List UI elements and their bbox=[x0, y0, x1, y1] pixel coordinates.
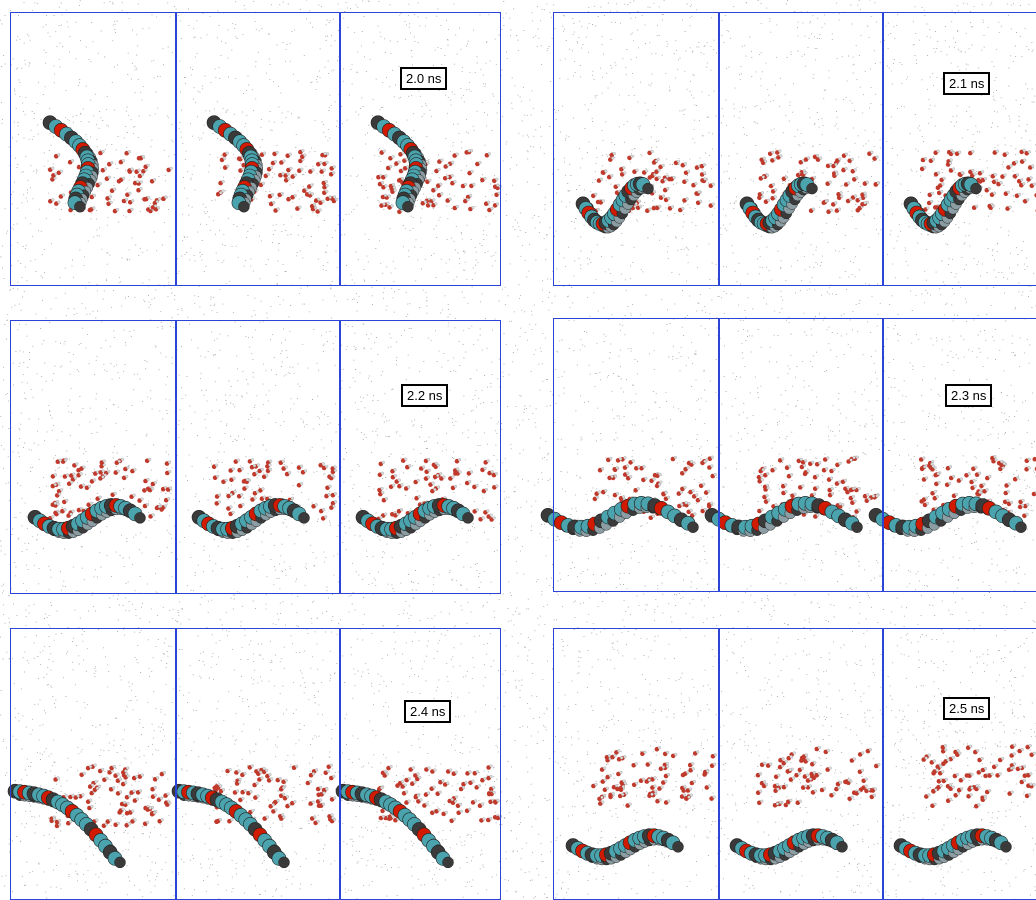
snapshot-panel bbox=[553, 318, 1036, 592]
replica-view bbox=[7, 763, 172, 869]
replica-view bbox=[739, 149, 880, 234]
snapshot-panels bbox=[7, 115, 1036, 869]
time-label: 2.5 ns bbox=[943, 697, 991, 720]
time-label: 2.0 ns bbox=[400, 67, 448, 90]
replica-view bbox=[42, 115, 173, 214]
periodic-image-divider bbox=[175, 13, 177, 285]
time-label: 2.4 ns bbox=[404, 700, 452, 723]
replica-view bbox=[575, 149, 715, 234]
replica-view bbox=[565, 746, 717, 866]
replica-view bbox=[27, 457, 173, 539]
replica-view bbox=[704, 455, 880, 537]
replica-view bbox=[868, 455, 1036, 537]
snapshot-panel bbox=[10, 12, 501, 286]
periodic-image-divider bbox=[718, 629, 720, 899]
replica-view bbox=[206, 115, 338, 214]
snapshot-panel bbox=[553, 12, 1036, 286]
time-label: 2.2 ns bbox=[401, 384, 449, 407]
replica-view bbox=[171, 763, 337, 869]
periodic-image-divider bbox=[339, 629, 341, 899]
replica-view bbox=[893, 743, 1036, 866]
replica-view bbox=[355, 457, 499, 539]
periodic-image-divider bbox=[339, 13, 341, 285]
replica-view bbox=[903, 148, 1036, 234]
replica-view bbox=[335, 764, 503, 869]
replica-view bbox=[729, 745, 881, 866]
snapshot-panel bbox=[10, 628, 501, 900]
periodic-image-divider bbox=[882, 13, 884, 285]
periodic-image-divider bbox=[882, 629, 884, 899]
periodic-image-divider bbox=[175, 321, 177, 593]
snapshot-panel bbox=[553, 628, 1036, 900]
replica-view bbox=[540, 455, 717, 537]
periodic-image-divider bbox=[339, 321, 341, 593]
snapshot-panel bbox=[10, 320, 501, 594]
periodic-image-divider bbox=[175, 629, 177, 899]
replica-view bbox=[191, 458, 338, 539]
periodic-image-divider bbox=[882, 319, 884, 591]
replica-view bbox=[370, 115, 502, 215]
periodic-image-divider bbox=[718, 319, 720, 591]
periodic-image-divider bbox=[718, 13, 720, 285]
time-label: 2.1 ns bbox=[943, 72, 991, 95]
time-label: 2.3 ns bbox=[945, 384, 993, 407]
